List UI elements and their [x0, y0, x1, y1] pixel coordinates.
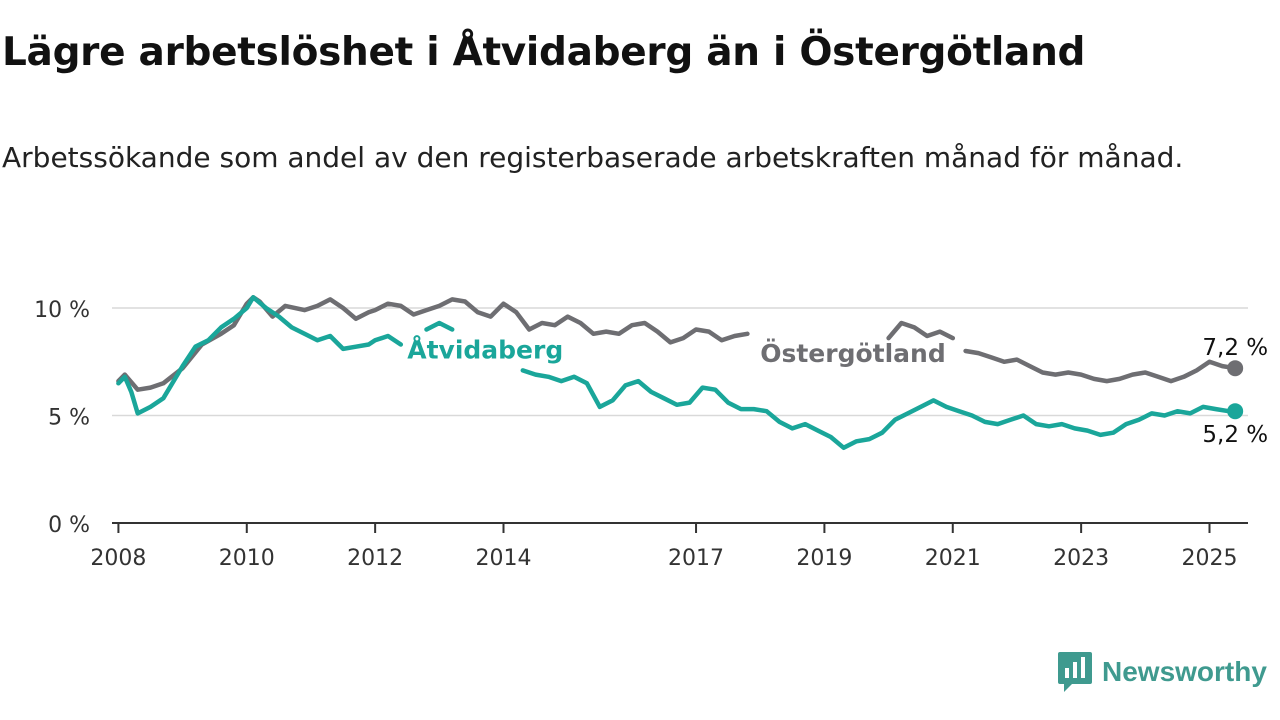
- series-line: [116, 295, 1238, 451]
- y-tick-label: 0 %: [48, 513, 90, 538]
- x-tick-label: 2012: [347, 546, 403, 571]
- series-label-ostergotland: Östergötland: [760, 338, 946, 368]
- chart-subtitle: Arbetssökande som andel av den registerb…: [2, 141, 1184, 174]
- x-tick-label: 2008: [90, 546, 146, 571]
- brand-name: Newsworthy: [1102, 656, 1267, 687]
- x-tick-label: 2025: [1181, 546, 1237, 571]
- brand: Newsworthy: [1058, 652, 1267, 692]
- series-line: [116, 295, 1238, 392]
- line-chart: 0 % 5 % 10 % 2008 2010 2012 2014 2017 2019 2021 20…: [34, 295, 1268, 571]
- series-label-atvidaberg: Åtvidaberg: [407, 336, 563, 365]
- x-tick-label: 2017: [668, 546, 724, 571]
- y-tick-label: 10 %: [34, 298, 90, 323]
- newsworthy-logo-icon: [1058, 652, 1092, 692]
- x-tick-label: 2023: [1053, 546, 1109, 571]
- x-tick-label: 2010: [219, 546, 275, 571]
- x-tick-label: 2021: [925, 546, 981, 571]
- x-tick-label: 2019: [796, 546, 852, 571]
- end-marker: [1227, 360, 1244, 377]
- end-marker: [1227, 403, 1244, 420]
- end-value-label: 5,2 %: [1202, 422, 1268, 448]
- chart-title: Lägre arbetslöshet i Åtvidaberg än i Öst…: [2, 30, 1086, 75]
- end-value-label: 7,2 %: [1202, 335, 1268, 361]
- x-tick-label: 2014: [476, 546, 532, 571]
- series-line: [886, 320, 956, 341]
- y-tick-label: 5 %: [48, 406, 90, 431]
